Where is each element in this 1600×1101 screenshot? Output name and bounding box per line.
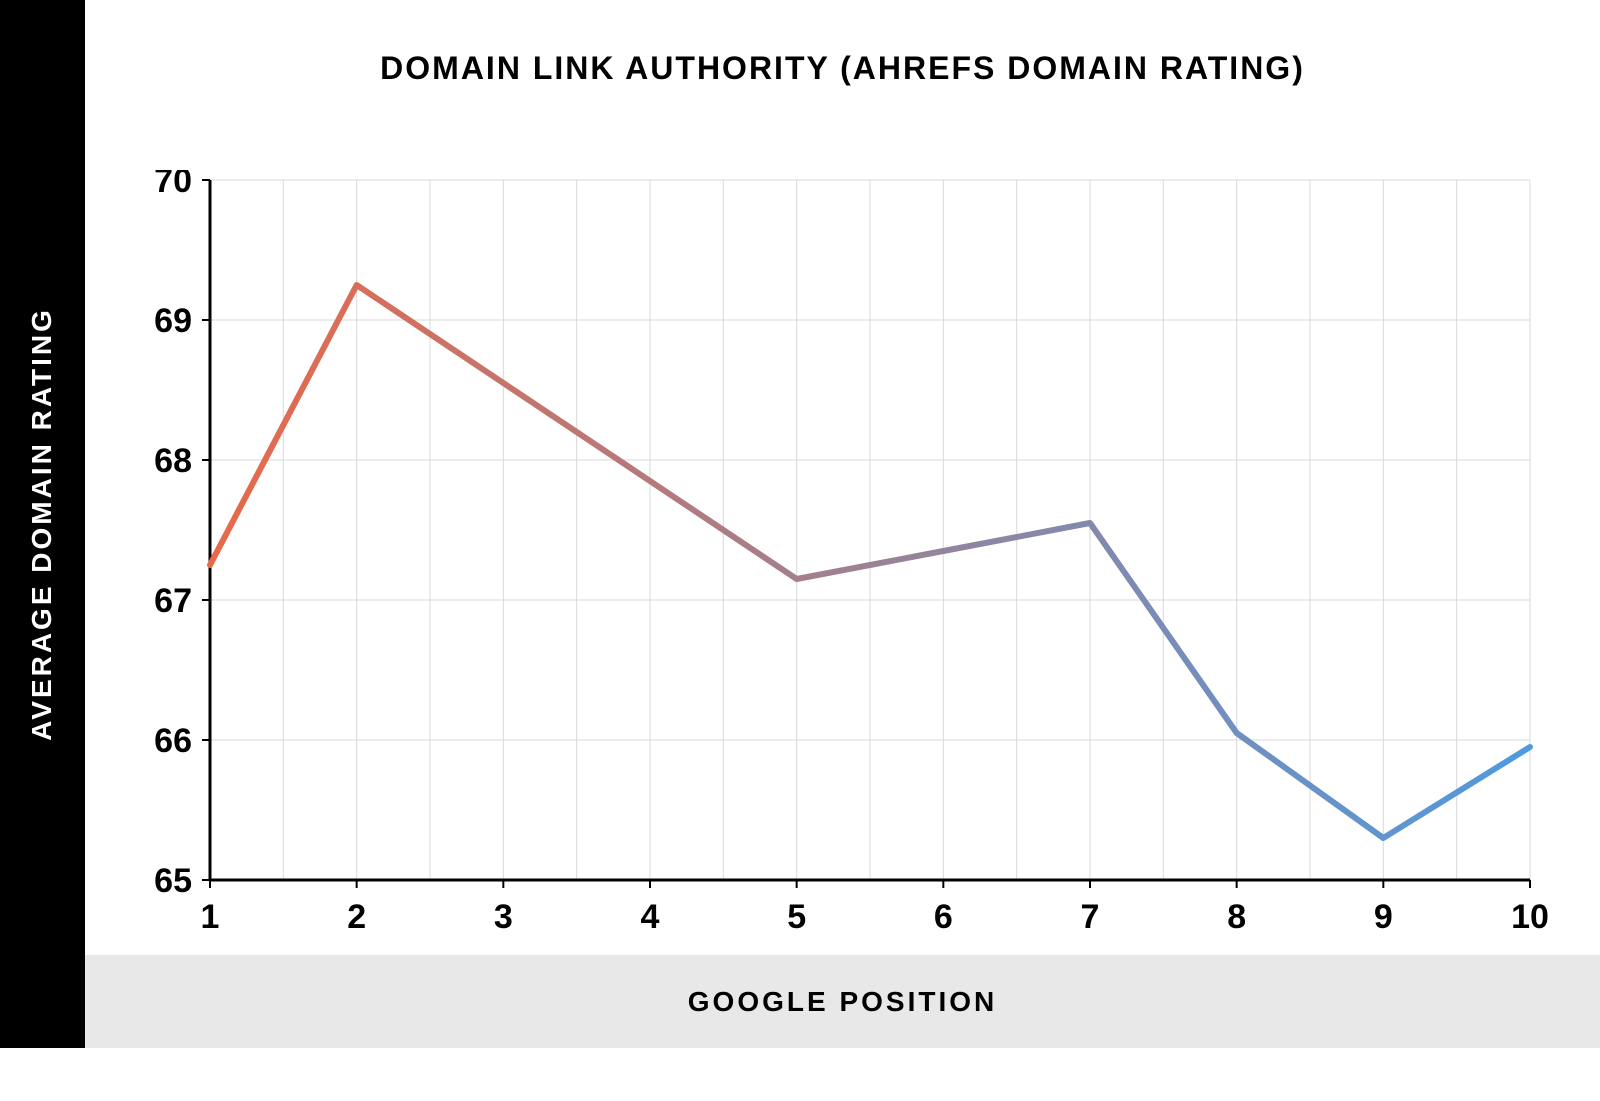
y-tick-label: 70 <box>154 170 192 200</box>
y-axis-bar: AVERAGE DOMAIN RATING <box>0 0 85 1048</box>
x-tick-label: 2 <box>347 898 366 936</box>
x-tick-label: 9 <box>1374 898 1393 936</box>
y-tick-label: 67 <box>154 582 192 620</box>
x-tick-label: 5 <box>787 898 806 936</box>
x-tick-label: 7 <box>1081 898 1100 936</box>
x-axis-band: GOOGLE POSITION <box>85 955 1600 1048</box>
chart-title: DOMAIN LINK AUTHORITY (AHREFS DOMAIN RAT… <box>85 50 1600 87</box>
chart-container: AVERAGE DOMAIN RATING DOMAIN LINK AUTHOR… <box>0 0 1600 1048</box>
x-tick-label: 6 <box>934 898 953 936</box>
y-tick-label: 69 <box>154 302 192 340</box>
x-tick-label: 3 <box>494 898 513 936</box>
y-tick-label: 68 <box>154 442 192 480</box>
y-axis-title: AVERAGE DOMAIN RATING <box>26 307 58 741</box>
y-tick-label: 66 <box>154 722 192 760</box>
y-tick-label: 65 <box>154 862 192 900</box>
chart-plot: 656667686970 12345678910 <box>120 170 1560 950</box>
x-tick-label: 10 <box>1511 898 1549 936</box>
x-tick-label: 8 <box>1227 898 1246 936</box>
x-tick-label: 1 <box>201 898 220 936</box>
x-tick-label: 4 <box>641 898 660 936</box>
x-axis-title: GOOGLE POSITION <box>688 986 997 1018</box>
